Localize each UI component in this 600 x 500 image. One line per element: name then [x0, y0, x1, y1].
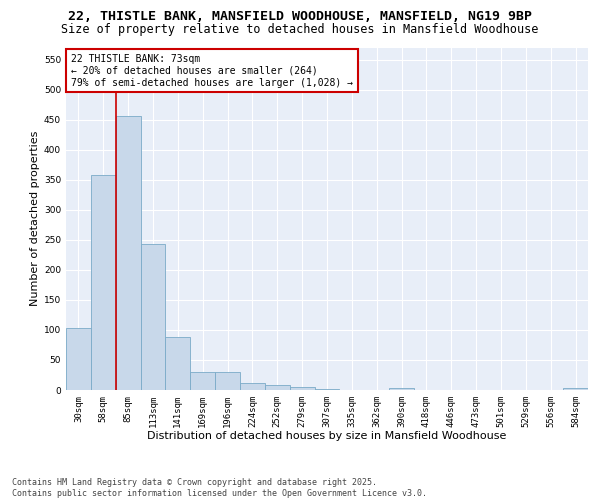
Bar [563, 388, 588, 390]
Bar [265, 385, 290, 390]
Bar [66, 328, 91, 390]
Text: 22, THISTLE BANK, MANSFIELD WOODHOUSE, MANSFIELD, NG19 9BP: 22, THISTLE BANK, MANSFIELD WOODHOUSE, M… [68, 10, 532, 23]
X-axis label: Distribution of detached houses by size in Mansfield Woodhouse: Distribution of detached houses by size … [148, 432, 506, 442]
Y-axis label: Number of detached properties: Number of detached properties [30, 131, 40, 306]
Bar [314, 389, 340, 390]
Bar [389, 388, 414, 390]
Bar [290, 387, 314, 390]
Bar [140, 244, 166, 390]
Bar [190, 372, 215, 390]
Text: Size of property relative to detached houses in Mansfield Woodhouse: Size of property relative to detached ho… [61, 22, 539, 36]
Bar [116, 116, 140, 390]
Bar [240, 383, 265, 390]
Text: Contains HM Land Registry data © Crown copyright and database right 2025.
Contai: Contains HM Land Registry data © Crown c… [12, 478, 427, 498]
Bar [91, 176, 116, 390]
Bar [215, 372, 240, 390]
Bar [166, 337, 190, 390]
Text: 22 THISTLE BANK: 73sqm
← 20% of detached houses are smaller (264)
79% of semi-de: 22 THISTLE BANK: 73sqm ← 20% of detached… [71, 54, 353, 88]
